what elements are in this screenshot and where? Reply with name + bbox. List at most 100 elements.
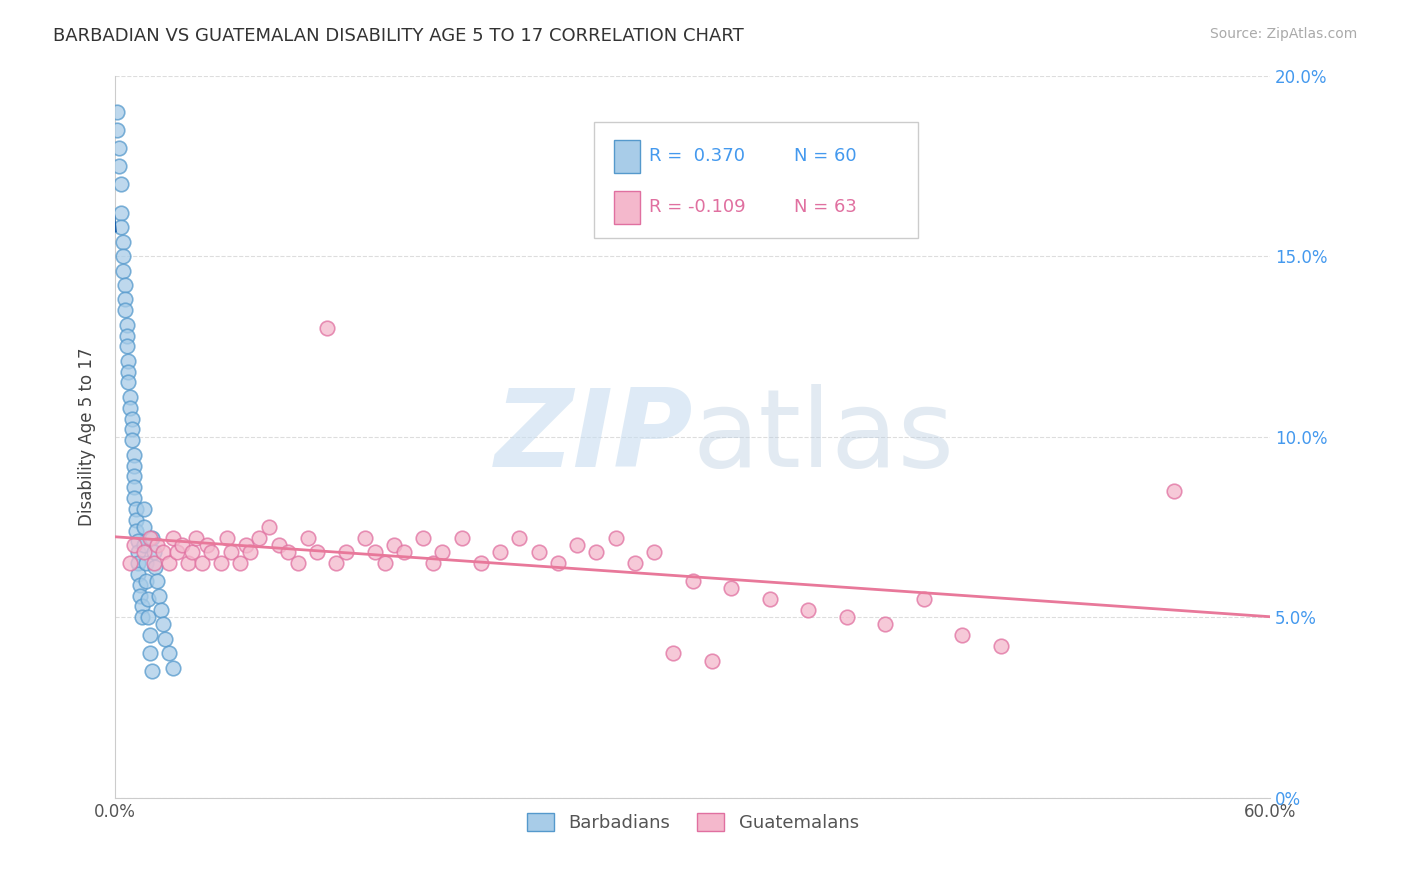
- Point: [235, 538, 257, 552]
- Point: [249, 531, 271, 545]
- Point: [184, 531, 207, 545]
- Point: [145, 559, 167, 574]
- Point: [153, 632, 176, 646]
- Point: [267, 538, 290, 552]
- Point: [470, 556, 492, 570]
- Point: [124, 458, 146, 473]
- Point: [111, 263, 134, 277]
- Point: [374, 556, 396, 570]
- Point: [125, 513, 148, 527]
- Point: [110, 206, 132, 220]
- Point: [152, 617, 174, 632]
- Point: [120, 556, 142, 570]
- Point: [157, 646, 180, 660]
- Point: [124, 491, 146, 505]
- Point: [132, 502, 155, 516]
- Point: [115, 339, 138, 353]
- Point: [190, 556, 212, 570]
- Legend: Barbadians, Guatemalans: Barbadians, Guatemalans: [519, 805, 866, 839]
- Point: [132, 545, 155, 559]
- Point: [990, 639, 1012, 653]
- Point: [197, 538, 219, 552]
- Point: [257, 520, 280, 534]
- Text: Source: ZipAtlas.com: Source: ZipAtlas.com: [1209, 27, 1357, 41]
- Point: [148, 589, 170, 603]
- Point: [120, 401, 142, 415]
- Point: [508, 531, 530, 545]
- Point: [111, 235, 134, 249]
- Point: [239, 545, 262, 559]
- Point: [127, 545, 149, 559]
- Point: [624, 556, 647, 570]
- Point: [125, 502, 148, 516]
- Point: [124, 480, 146, 494]
- Point: [117, 376, 139, 390]
- Point: [115, 328, 138, 343]
- Point: [114, 277, 136, 292]
- Point: [120, 390, 142, 404]
- Point: [177, 556, 200, 570]
- Point: [950, 628, 973, 642]
- Point: [124, 448, 146, 462]
- Point: [121, 411, 143, 425]
- Point: [450, 531, 472, 545]
- Point: [662, 646, 685, 660]
- Text: R =  0.370: R = 0.370: [648, 147, 745, 165]
- Point: [720, 582, 742, 596]
- Point: [287, 556, 309, 570]
- Point: [166, 545, 188, 559]
- Point: [335, 545, 357, 559]
- Point: [115, 318, 138, 332]
- Point: [200, 545, 222, 559]
- Text: atlas: atlas: [693, 384, 955, 490]
- Point: [382, 538, 405, 552]
- Point: [135, 574, 157, 588]
- Point: [125, 524, 148, 538]
- Point: [547, 556, 569, 570]
- Point: [489, 545, 512, 559]
- Point: [132, 538, 155, 552]
- Point: [127, 534, 149, 549]
- Point: [162, 661, 184, 675]
- Point: [124, 469, 146, 483]
- Point: [700, 654, 723, 668]
- Point: [181, 545, 204, 559]
- Point: [432, 545, 454, 559]
- Point: [110, 177, 132, 191]
- Point: [297, 531, 319, 545]
- Point: [162, 531, 184, 545]
- Point: [835, 610, 858, 624]
- Point: [527, 545, 550, 559]
- Point: [215, 531, 238, 545]
- Point: [105, 104, 128, 119]
- Point: [585, 545, 607, 559]
- Point: [129, 589, 152, 603]
- Point: [157, 556, 180, 570]
- Text: N = 60: N = 60: [794, 147, 858, 165]
- Point: [138, 646, 160, 660]
- Point: [875, 617, 897, 632]
- Bar: [614, 140, 640, 173]
- Y-axis label: Disability Age 5 to 17: Disability Age 5 to 17: [79, 347, 96, 526]
- Point: [325, 556, 347, 570]
- Point: [141, 531, 163, 545]
- Point: [565, 538, 588, 552]
- Point: [117, 354, 139, 368]
- Point: [110, 220, 132, 235]
- Point: [131, 599, 153, 614]
- Text: ZIP: ZIP: [495, 384, 693, 490]
- Point: [114, 303, 136, 318]
- Point: [141, 665, 163, 679]
- Point: [111, 249, 134, 263]
- Text: N = 63: N = 63: [794, 198, 858, 217]
- Point: [114, 293, 136, 307]
- Point: [129, 578, 152, 592]
- Point: [146, 538, 169, 552]
- Text: R = -0.109: R = -0.109: [648, 198, 745, 217]
- Point: [124, 538, 146, 552]
- Point: [127, 566, 149, 581]
- Point: [315, 321, 337, 335]
- FancyBboxPatch shape: [595, 122, 918, 238]
- Point: [138, 628, 160, 642]
- Point: [412, 531, 434, 545]
